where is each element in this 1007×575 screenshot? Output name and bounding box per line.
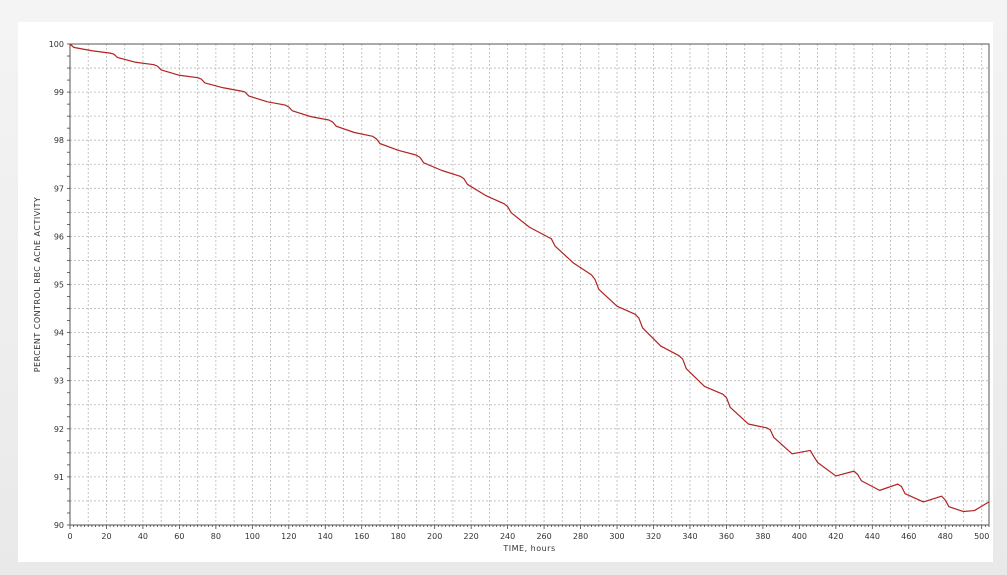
x-tick-label: 380 xyxy=(755,532,770,541)
chart-panel: 0 20 40 60 80 100 120 140 160 180 200 220 240 260 280 3… xyxy=(18,22,993,562)
x-tick-label: 200 xyxy=(427,532,442,541)
x-tick-label: 280 xyxy=(573,532,588,541)
y-tick-label: 96 xyxy=(54,232,64,241)
y-tick-label: 93 xyxy=(54,377,64,386)
x-tick-label: 440 xyxy=(865,532,880,541)
x-axis-ticks: 0 20 40 60 80 100 120 140 160 180 200 220 240 260 280 3… xyxy=(67,525,990,541)
x-tick-label: 260 xyxy=(536,532,551,541)
x-tick-label: 180 xyxy=(391,532,406,541)
series-lines xyxy=(69,43,990,513)
grid-lines xyxy=(70,44,989,525)
y-tick-label: 98 xyxy=(54,136,64,145)
x-tick-label: 0 xyxy=(67,532,72,541)
x-tick-label: 240 xyxy=(500,532,515,541)
x-tick-label: 160 xyxy=(354,532,369,541)
x-tick-label: 400 xyxy=(792,532,807,541)
y-axis-ticks: 90 91 92 93 94 95 96 97 98 99 100 xyxy=(49,40,70,530)
x-tick-label: 300 xyxy=(609,532,624,541)
x-tick-label: 460 xyxy=(901,532,916,541)
x-tick-label: 480 xyxy=(938,532,953,541)
x-tick-label: 40 xyxy=(138,532,148,541)
series-line xyxy=(69,43,990,513)
x-tick-label: 500 xyxy=(974,532,989,541)
y-tick-label: 94 xyxy=(54,329,64,338)
y-tick-label: 92 xyxy=(54,425,64,434)
x-tick-label: 100 xyxy=(245,532,260,541)
y-tick-label: 91 xyxy=(54,473,64,482)
x-tick-label: 120 xyxy=(281,532,296,541)
x-tick-label: 80 xyxy=(211,532,221,541)
y-tick-label: 99 xyxy=(54,88,64,97)
x-tick-label: 140 xyxy=(318,532,333,541)
x-tick-label: 340 xyxy=(682,532,697,541)
x-axis-label: TIME, hours xyxy=(502,544,555,553)
x-tick-label: 320 xyxy=(646,532,661,541)
x-tick-label: 60 xyxy=(174,532,184,541)
y-tick-label: 100 xyxy=(49,40,64,49)
x-tick-label: 220 xyxy=(464,532,479,541)
y-tick-label: 95 xyxy=(54,281,64,290)
x-tick-label: 420 xyxy=(828,532,843,541)
y-tick-label: 90 xyxy=(54,521,64,530)
x-tick-label: 20 xyxy=(101,532,111,541)
y-axis-label: PERCENT CONTROL RBC AChE ACTIVITY xyxy=(33,197,42,373)
line-chart: 0 20 40 60 80 100 120 140 160 180 200 220 240 260 280 3… xyxy=(33,40,990,553)
x-tick-label: 360 xyxy=(719,532,734,541)
y-tick-label: 97 xyxy=(54,184,64,193)
